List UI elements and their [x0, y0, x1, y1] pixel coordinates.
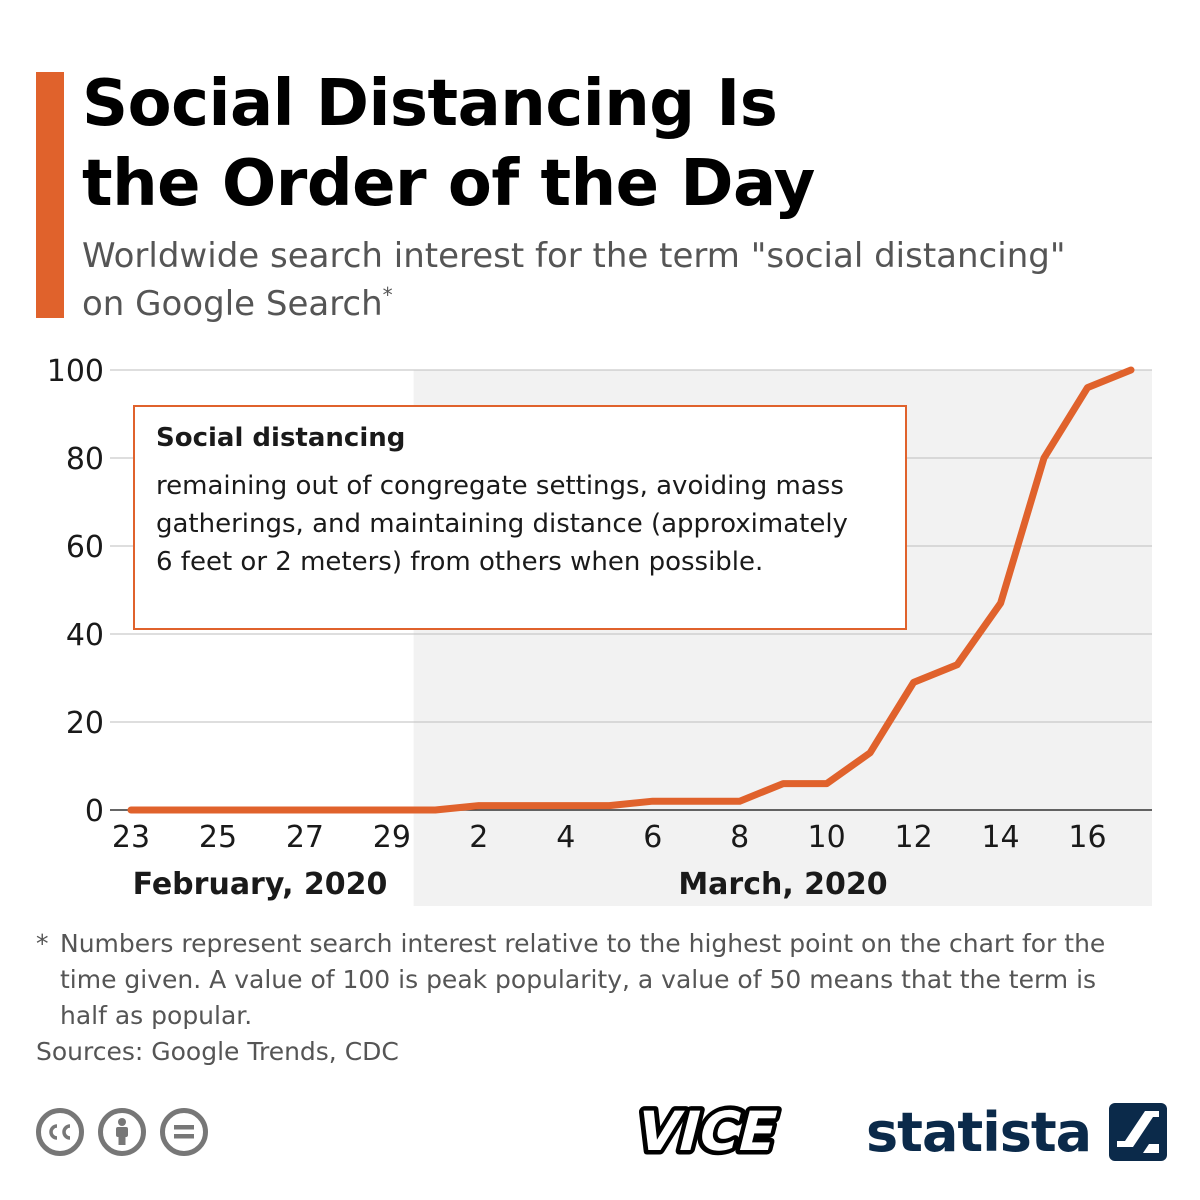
chart-subtitle: Worldwide search interest for the term "…: [82, 232, 1172, 328]
x-tick-label: 10: [808, 820, 846, 855]
y-tick-label: 60: [66, 530, 104, 565]
vice-logo-text: VICE: [630, 1100, 784, 1160]
definition-box: [133, 405, 907, 630]
x-tick-label: 14: [981, 820, 1019, 855]
x-tick-label: 23: [112, 820, 150, 855]
x-tick-label: 27: [286, 820, 324, 855]
footnote-mark: *: [36, 929, 49, 958]
definition-heading: Social distancing: [156, 423, 405, 453]
subtitle-line-2-text: on Google Search: [82, 284, 383, 324]
by-icon[interactable]: [98, 1108, 146, 1156]
license-icons: [36, 1108, 208, 1156]
y-tick-label: 20: [66, 706, 104, 741]
nd-icon[interactable]: [160, 1108, 208, 1156]
month-label: March, 2020: [678, 867, 887, 902]
y-tick-label: 0: [85, 794, 104, 829]
statista-wordmark: statista: [866, 1100, 1092, 1164]
title-line-1: Social Distancing Is: [82, 67, 778, 141]
x-tick-label: 25: [199, 820, 237, 855]
definition-line: gatherings, and maintaining distance (ap…: [156, 509, 848, 539]
chart-title: Social Distancing Is the Order of the Da…: [82, 64, 1162, 224]
vice-logo: VICE: [624, 1095, 814, 1167]
statista-logo: statista: [866, 1100, 1168, 1164]
cc-icon[interactable]: [36, 1108, 84, 1156]
definition-line: remaining out of congregate settings, av…: [156, 471, 844, 501]
x-tick-label: 16: [1068, 820, 1106, 855]
y-tick-label: 80: [66, 442, 104, 477]
y-tick-label: 100: [47, 354, 104, 389]
subtitle-line-1: Worldwide search interest for the term "…: [82, 236, 1066, 276]
sources-note: Sources: Google Trends, CDC: [36, 1037, 399, 1066]
x-tick-label: 29: [373, 820, 411, 855]
month-label: February, 2020: [133, 867, 388, 902]
x-tick-label: 6: [643, 820, 662, 855]
title-line-2: the Order of the Day: [82, 147, 815, 221]
x-tick-label: 12: [895, 820, 933, 855]
footnote-text: Numbers represent search interest relati…: [60, 929, 1106, 1030]
title-accent-bar: [36, 72, 64, 318]
x-tick-label: 4: [556, 820, 575, 855]
y-tick-label: 40: [66, 618, 104, 653]
x-tick-label: 2: [469, 820, 488, 855]
statista-mark-icon: [1109, 1103, 1168, 1161]
line-chart: 0 20 40 60 80 100 23 25 27 29 2 4 6 8 10 12 14 16 February…: [47, 354, 1152, 906]
definition-line: 6 feet or 2 meters) from others when pos…: [156, 547, 763, 577]
footnote: * Numbers represent search interest rela…: [36, 926, 1146, 1034]
subtitle-line-2: on Google Search*: [82, 280, 1172, 328]
x-tick-label: 8: [730, 820, 749, 855]
subtitle-footnote-mark: *: [382, 283, 393, 307]
series-line-social-distancing: [127, 366, 1135, 814]
